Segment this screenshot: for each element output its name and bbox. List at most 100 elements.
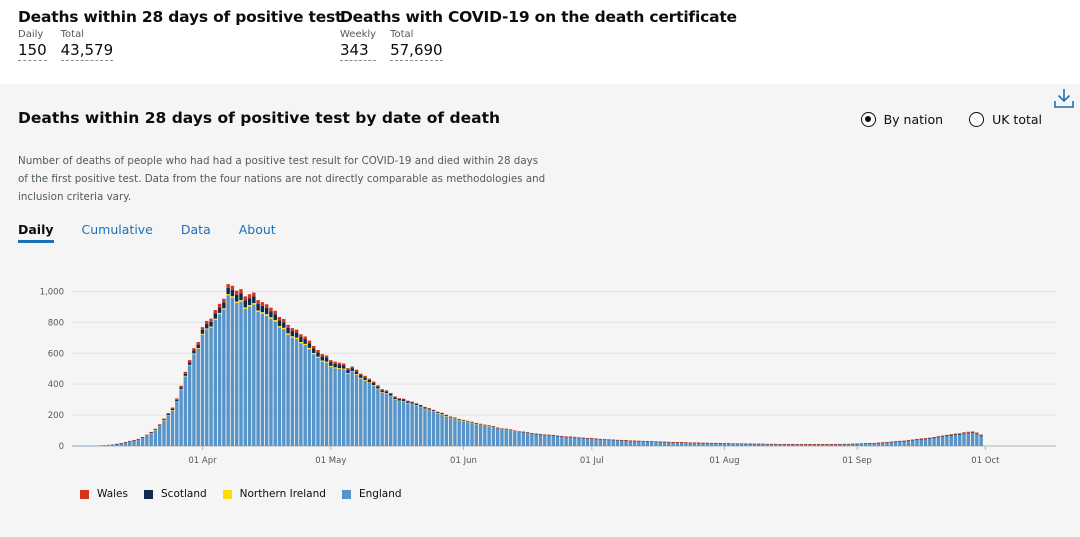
bar-england[interactable] — [504, 429, 508, 446]
bar-wales[interactable] — [855, 443, 859, 445]
bar-northern-ireland[interactable] — [256, 310, 260, 313]
bar-england[interactable] — [140, 437, 145, 446]
bar-england[interactable] — [329, 367, 333, 446]
bar-scotland[interactable] — [119, 443, 123, 444]
bar-northern-ireland[interactable] — [312, 352, 316, 355]
bar-england[interactable] — [453, 418, 457, 446]
bar-wales[interactable] — [697, 442, 701, 444]
bar-scotland[interactable] — [953, 434, 958, 436]
bar-wales[interactable] — [213, 310, 218, 314]
bar-wales[interactable] — [675, 441, 680, 443]
bar-wales[interactable] — [667, 441, 671, 443]
bar-england[interactable] — [671, 442, 675, 446]
bar-england[interactable] — [205, 329, 209, 446]
bar-england[interactable] — [192, 354, 196, 446]
bar-england[interactable] — [76, 445, 81, 447]
bar-northern-ireland[interactable] — [179, 389, 183, 390]
bar-northern-ireland[interactable] — [461, 420, 466, 422]
bar-wales[interactable] — [881, 442, 885, 443]
bar-scotland[interactable] — [898, 441, 902, 442]
bar-england[interactable] — [448, 417, 453, 446]
bar-wales[interactable] — [684, 442, 688, 443]
bar-scotland[interactable] — [273, 314, 277, 321]
bar-wales[interactable] — [889, 441, 893, 443]
tab-cumulative[interactable]: Cumulative — [81, 222, 153, 237]
bar-scotland[interactable] — [418, 405, 423, 407]
bar-wales[interactable] — [329, 360, 333, 363]
bar-wales[interactable] — [226, 284, 230, 288]
bar-wales[interactable] — [906, 440, 911, 441]
bar-northern-ireland[interactable] — [192, 353, 196, 355]
bar-england[interactable] — [697, 442, 701, 446]
bar-wales[interactable] — [714, 442, 718, 444]
bar-england[interactable] — [264, 315, 269, 446]
bar-northern-ireland[interactable] — [414, 405, 419, 406]
bar-england[interactable] — [769, 444, 774, 446]
bar-wales[interactable] — [376, 385, 380, 387]
bar-scotland[interactable] — [448, 416, 453, 418]
bar-scotland[interactable] — [474, 423, 478, 424]
bar-northern-ireland[interactable] — [235, 301, 239, 303]
bar-northern-ireland[interactable] — [320, 360, 324, 362]
bar-england[interactable] — [804, 444, 808, 446]
bar-england[interactable] — [209, 327, 213, 446]
bar-northern-ireland[interactable] — [153, 429, 158, 431]
bar-scotland[interactable] — [183, 373, 188, 376]
bar-wales[interactable] — [123, 442, 128, 443]
bar-scotland[interactable] — [140, 437, 145, 438]
bar-scotland[interactable] — [260, 305, 265, 313]
bar-england[interactable] — [128, 441, 132, 446]
bar-wales[interactable] — [615, 439, 620, 441]
bar-scotland[interactable] — [414, 403, 419, 406]
bar-england[interactable] — [756, 443, 761, 446]
bar-wales[interactable] — [970, 431, 975, 433]
bar-england[interactable] — [761, 443, 765, 446]
bar-wales[interactable] — [722, 443, 727, 444]
bar-scotland[interactable] — [324, 357, 329, 362]
bar-scotland[interactable] — [945, 435, 949, 437]
bar-wales[interactable] — [846, 443, 851, 445]
bar-england[interactable] — [833, 444, 838, 446]
bar-scotland[interactable] — [226, 287, 230, 295]
bar-wales[interactable] — [649, 441, 654, 442]
bar-england[interactable] — [838, 444, 842, 446]
bar-scotland[interactable] — [928, 438, 932, 439]
bar-northern-ireland[interactable] — [230, 296, 235, 298]
bar-england[interactable] — [572, 437, 577, 446]
bar-wales[interactable] — [765, 443, 769, 445]
bar-england[interactable] — [620, 440, 624, 446]
bar-wales[interactable] — [859, 443, 864, 444]
tab-data[interactable]: Data — [180, 222, 211, 237]
bar-northern-ireland[interactable] — [307, 347, 312, 350]
bar-wales[interactable] — [149, 431, 153, 433]
bar-england[interactable] — [401, 401, 406, 446]
bar-northern-ireland[interactable] — [393, 399, 397, 400]
certificate-weekly-value[interactable]: 343 — [340, 41, 377, 61]
bar-wales[interactable] — [821, 444, 825, 445]
bar-england[interactable] — [791, 444, 795, 446]
bar-scotland[interactable] — [316, 352, 320, 357]
bar-northern-ireland[interactable] — [324, 361, 329, 363]
bar-wales[interactable] — [979, 434, 983, 436]
bar-wales[interactable] — [461, 419, 466, 421]
bar-england[interactable] — [684, 442, 688, 446]
bar-england[interactable] — [709, 443, 714, 446]
bar-northern-ireland[interactable] — [423, 408, 427, 410]
bar-wales[interactable] — [508, 429, 513, 430]
bar-scotland[interactable] — [940, 436, 945, 437]
bar-wales[interactable] — [782, 443, 787, 445]
bar-scotland[interactable] — [312, 348, 316, 353]
bar-wales[interactable] — [936, 436, 941, 437]
bar-wales[interactable] — [928, 437, 932, 439]
tab-daily[interactable]: Daily — [18, 222, 54, 243]
bar-england[interactable] — [196, 348, 200, 446]
bar-wales[interactable] — [637, 440, 641, 442]
bar-england[interactable] — [936, 437, 941, 446]
bar-wales[interactable] — [940, 435, 945, 437]
bar-northern-ireland[interactable] — [350, 371, 354, 372]
bar-england[interactable] — [307, 349, 312, 446]
bar-england[interactable] — [731, 443, 735, 446]
bar-scotland[interactable] — [205, 324, 209, 329]
bar-england[interactable] — [585, 438, 590, 446]
bar-northern-ireland[interactable] — [513, 430, 517, 432]
